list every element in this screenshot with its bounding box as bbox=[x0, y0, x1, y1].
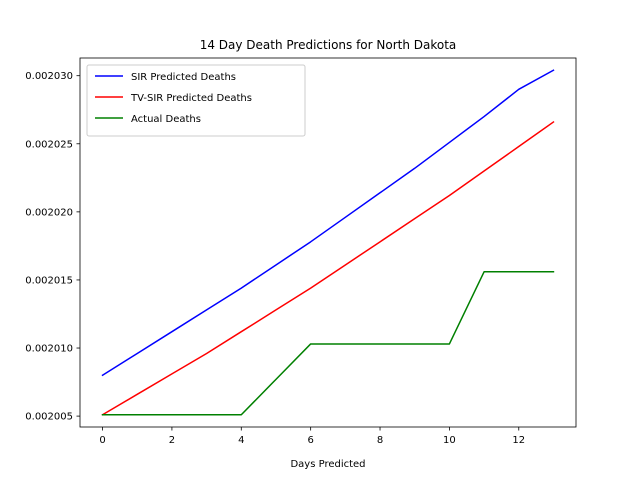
y-tick-label: 0.002005 bbox=[25, 412, 73, 423]
chart-title: 14 Day Death Predictions for North Dakot… bbox=[200, 38, 457, 52]
legend-label-1: SIR Predicted Deaths bbox=[131, 72, 236, 83]
axes-frame bbox=[79, 57, 577, 428]
y-tick-label: 0.002010 bbox=[25, 344, 73, 355]
x-tick-label: 12 bbox=[512, 435, 525, 446]
series-line-3 bbox=[101, 271, 555, 416]
y-tick-label: 0.002020 bbox=[25, 207, 73, 218]
axes: 0 2 4 6 8 10 12 0.002005 0.002010 0.002015 0.00202… bbox=[25, 57, 577, 446]
legend: SIR Predicted Deaths TV-SIR Predicted Dea… bbox=[86, 64, 306, 137]
series-line-1 bbox=[101, 69, 555, 377]
legend-label-3: Actual Deaths bbox=[131, 114, 201, 125]
y-tick-label: 0.002030 bbox=[25, 71, 73, 82]
x-tick-label: 4 bbox=[238, 435, 244, 446]
series-line-2 bbox=[101, 120, 555, 416]
x-axis-label: Days Predicted bbox=[290, 459, 365, 470]
x-tick-label: 10 bbox=[443, 435, 456, 446]
x-tick-label: 0 bbox=[99, 435, 105, 446]
x-tick-label: 8 bbox=[377, 435, 383, 446]
plot-series bbox=[101, 69, 555, 416]
y-tick-label: 0.002025 bbox=[25, 139, 73, 150]
legend-frame bbox=[86, 64, 306, 137]
x-tick-label: 6 bbox=[307, 435, 313, 446]
x-tick-label: 2 bbox=[169, 435, 175, 446]
y-tick-label: 0.002015 bbox=[25, 275, 73, 286]
legend-label-2: TV-SIR Predicted Deaths bbox=[130, 93, 252, 104]
